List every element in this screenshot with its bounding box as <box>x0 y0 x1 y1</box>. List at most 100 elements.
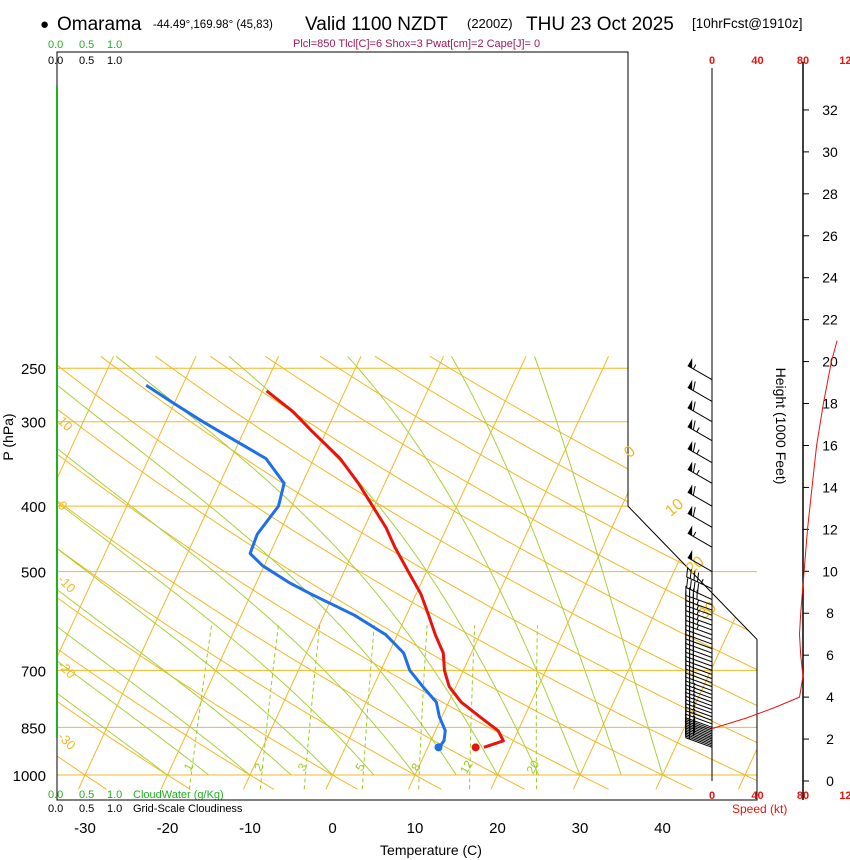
wind-barb <box>687 418 713 442</box>
dry-adiabat-line <box>155 355 757 790</box>
moist-adiabat-line <box>115 355 498 776</box>
wind-barb-staff <box>685 735 713 747</box>
mixing-label-3: 3 <box>295 760 311 773</box>
pressure-tick-500: 500 <box>21 565 46 582</box>
mixing-ratio-line <box>469 625 476 790</box>
speed-tick-bottom-120: 120 <box>839 790 850 802</box>
height-tick-label-24: 24 <box>822 270 838 286</box>
wind-barb-half <box>692 682 696 688</box>
temperature-tick-labels: -30 -20 -10 0 10 20 30 40 <box>74 820 671 837</box>
wind-barb-pennant <box>687 357 693 369</box>
y-axis-label: P (hPa) <box>0 413 16 460</box>
theta-label--30: -30 <box>55 729 79 753</box>
surface-temperature-dot <box>471 743 480 752</box>
wind-barb-half <box>692 719 696 725</box>
wind-barb-staff <box>685 718 713 730</box>
wind-barb <box>686 567 713 590</box>
isotherm-line <box>77 356 279 790</box>
wind-barb-staff <box>685 664 713 675</box>
frame-outline <box>56 51 758 801</box>
wind-barb-staff <box>685 668 713 680</box>
dry-adiabat-line <box>57 355 442 790</box>
legend-top-black-2: 1.0 <box>107 55 122 67</box>
wind-barb-staff <box>685 699 713 710</box>
wind-barb-staff <box>685 734 713 745</box>
wind-barb-half <box>692 724 696 730</box>
legend-top-green-2: 1.0 <box>107 39 122 51</box>
wind-barb <box>687 461 713 484</box>
wind-barb <box>687 440 713 464</box>
wind-barb-flag <box>693 570 696 581</box>
wind-barb-staff <box>685 695 713 707</box>
right-axes: 0246810121416182022242628303200404080801… <box>709 55 850 802</box>
mixing-label-20: 20 <box>524 758 543 777</box>
wind-barb-staff <box>687 426 713 442</box>
pressure-tick-400: 400 <box>21 499 46 516</box>
cloudiness-label: Grid-Scale Cloudiness <box>133 803 243 815</box>
wind-barb-staff <box>685 605 713 616</box>
wind-barb-staff <box>685 651 713 663</box>
legend-bottom-green-0: 0.0 <box>48 789 63 801</box>
mixing-label-1: 1 <box>181 760 197 773</box>
moist-adiabat-line <box>534 356 663 776</box>
wind-barb-half <box>692 701 696 707</box>
legend-top-green-1: 0.5 <box>79 39 94 51</box>
dry-adiabat-line <box>57 355 358 790</box>
wind-barb-staff <box>685 615 713 626</box>
height-tick-label-18: 18 <box>822 396 838 412</box>
height-tick-label-14: 14 <box>822 479 838 495</box>
temperature-tick--30: -30 <box>74 820 96 837</box>
wind-barb-half <box>692 717 696 723</box>
wind-barb-flag <box>692 381 696 391</box>
wind-barb-pennant <box>687 379 693 390</box>
theta-label-10: 10 <box>55 413 76 434</box>
height-tick-label-2: 2 <box>826 731 834 747</box>
wind-barb-flag <box>692 420 696 430</box>
cloudwater-label: CloudWater (g/Kg) <box>133 789 224 801</box>
wind-barb-staff <box>685 725 713 737</box>
temperature-tick-40: 40 <box>654 820 671 837</box>
wind-barb-flag <box>692 485 696 496</box>
dry-adiabat-line <box>210 355 757 790</box>
wind-barb-half <box>696 604 700 610</box>
header-bullet: ● <box>40 16 49 33</box>
wind-barb-staff <box>685 706 713 718</box>
mixing-label-8: 8 <box>408 760 424 773</box>
legend-bottom-black-0: 0.0 <box>48 803 63 815</box>
temperature-tick-20: 20 <box>489 820 506 837</box>
wind-barb <box>686 578 713 601</box>
wind-barb-half <box>692 705 696 711</box>
moist-adiabat-line <box>57 355 457 776</box>
height-tick-label-10: 10 <box>822 563 838 579</box>
wind-barb-flag <box>697 572 700 583</box>
wind-barb-staff <box>685 594 713 606</box>
legend-bottom-black-2: 1.0 <box>107 803 122 815</box>
station-coords: -44.49°,169.98° (45,83) <box>153 19 273 31</box>
temperature-tick-0: 0 <box>328 820 336 837</box>
wind-barb-staff <box>685 634 713 645</box>
wind-barb-staff <box>685 680 713 692</box>
height-tick-label-16: 16 <box>822 437 838 453</box>
dry-adiabat-line <box>57 355 757 790</box>
wind-barb-half <box>696 427 700 433</box>
wind-barb-staff <box>685 600 713 611</box>
wind-barb-staff <box>685 672 713 684</box>
dry-adiabat-line <box>57 355 609 790</box>
temperature-tick--10: -10 <box>239 820 261 837</box>
wind-barb-staff <box>685 703 713 714</box>
dry-adiabat-line <box>265 355 757 790</box>
wind-barb-flag <box>692 442 696 453</box>
moist-adiabat-line <box>57 355 292 776</box>
wind-barb-half <box>700 578 704 584</box>
wind-barb-half <box>692 712 696 718</box>
wind-barb-staff <box>685 643 713 654</box>
isotherm-line <box>325 356 527 790</box>
dewpoint-line <box>145 384 447 749</box>
wind-barb-flag <box>686 567 689 577</box>
legend-top: 0.0 0.5 1.0 0.0 0.5 1.0 <box>48 39 122 67</box>
speed-tick-top-80: 80 <box>797 55 809 67</box>
speed-tick-bottom-0: 0 <box>709 790 715 802</box>
speed-tick-bottom-40: 40 <box>751 790 763 802</box>
